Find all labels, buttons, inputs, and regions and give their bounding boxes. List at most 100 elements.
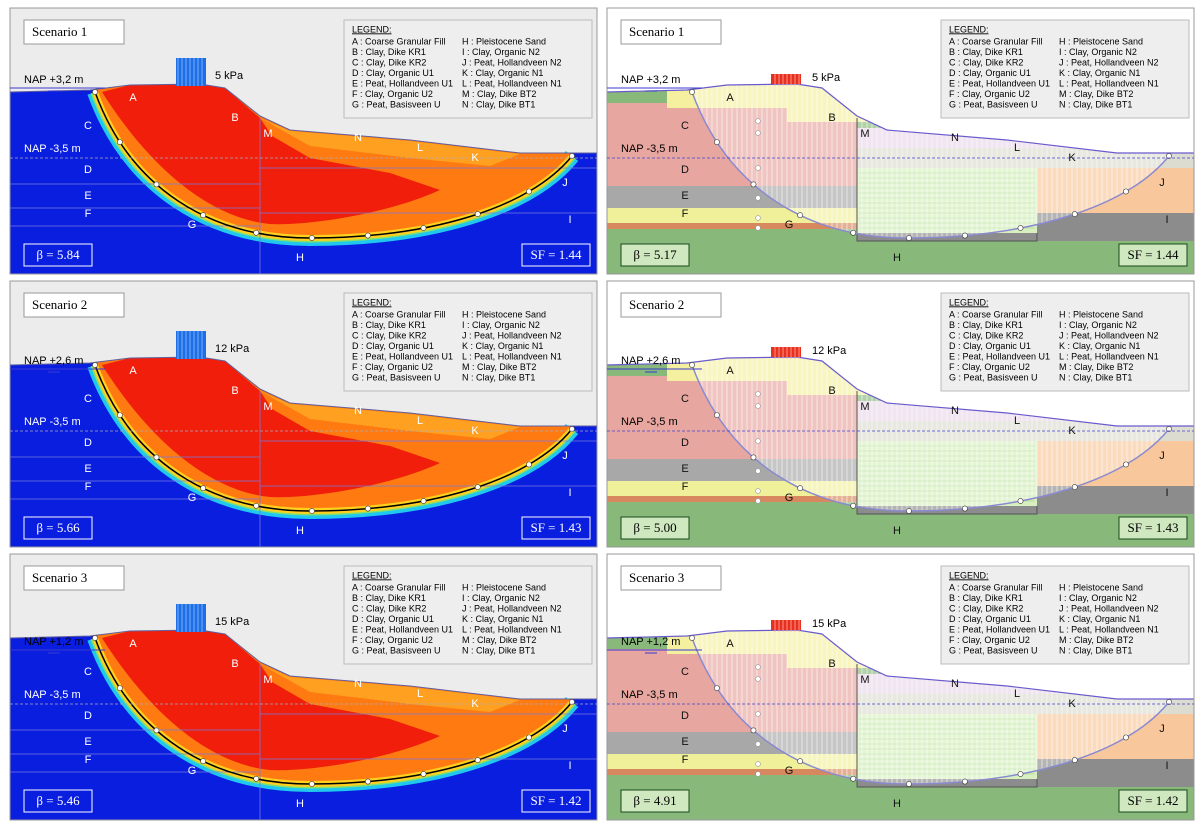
slip-point bbox=[117, 413, 122, 418]
layer-label: B bbox=[828, 385, 835, 397]
legend-item: D : Clay, Organic U1 bbox=[352, 341, 434, 351]
layer-label: D bbox=[681, 437, 689, 449]
legend-item: J : Peat, Hollandveen N2 bbox=[1059, 57, 1159, 67]
legend-item: H : Pleistocene Sand bbox=[1059, 582, 1143, 592]
scenario-title: Scenario 1 bbox=[629, 24, 684, 39]
slip-point bbox=[1018, 498, 1023, 503]
sf-value: SF = 1.42 bbox=[1127, 793, 1178, 808]
slip-point bbox=[365, 779, 370, 784]
layer-label: A bbox=[129, 638, 137, 650]
layer-label: G bbox=[188, 492, 197, 504]
legend-item: A : Coarse Granular Fill bbox=[352, 36, 446, 46]
panel-left: NAP +3,2 mNAP -3,5 m5 kPaABCDEFGHIJKLMNS… bbox=[10, 8, 597, 274]
scenario-title: Scenario 3 bbox=[32, 570, 87, 585]
layer-label: B bbox=[231, 385, 238, 397]
sf-value: SF = 1.43 bbox=[1127, 520, 1178, 535]
legend-item: A : Coarse Granular Fill bbox=[949, 36, 1043, 46]
layer-label: J bbox=[562, 723, 568, 735]
slice-point bbox=[756, 196, 761, 201]
slip-point bbox=[154, 728, 159, 733]
slip-point bbox=[1072, 211, 1077, 216]
legend-item: C : Clay, Dike KR2 bbox=[949, 603, 1023, 613]
legend-item: K : Clay, Organic N1 bbox=[1059, 341, 1140, 351]
slip-point bbox=[851, 230, 856, 235]
slice-point bbox=[756, 469, 761, 474]
legend-item: N : Clay, Dike BT1 bbox=[462, 99, 535, 109]
slice-point bbox=[756, 665, 761, 670]
beta-value: β = 5.00 bbox=[633, 520, 676, 535]
load-label: 5 kPa bbox=[812, 72, 841, 84]
legend-item: I : Clay, Organic N2 bbox=[462, 593, 540, 603]
legend-item: K : Clay, Organic N1 bbox=[462, 341, 543, 351]
legend-item: K : Clay, Organic N1 bbox=[1059, 68, 1140, 78]
legend-item: L : Peat, Hollandveen N1 bbox=[1059, 78, 1159, 88]
slice-point bbox=[756, 216, 761, 221]
sf-value: SF = 1.44 bbox=[530, 247, 582, 262]
layer-label: G bbox=[188, 219, 197, 231]
layer-label: D bbox=[84, 437, 92, 449]
slip-point bbox=[851, 776, 856, 781]
legend-item: G : Peat, Basisveen U bbox=[949, 372, 1038, 382]
layer-label: G bbox=[785, 765, 794, 777]
legend-item: L : Peat, Hollandveen N1 bbox=[462, 351, 562, 361]
legend-item: A : Coarse Granular Fill bbox=[949, 582, 1043, 592]
legend-item: M : Clay, Dike BT2 bbox=[1059, 362, 1133, 372]
layer-label: C bbox=[681, 393, 689, 405]
layer-label: H bbox=[296, 525, 304, 537]
slip-point bbox=[421, 498, 426, 503]
slip-point bbox=[851, 503, 856, 508]
legend-item: I : Clay, Organic N2 bbox=[1059, 320, 1137, 330]
layer-label: N bbox=[354, 678, 362, 690]
layer-label: I bbox=[568, 487, 571, 499]
legend-item: E : Peat, Hollandveen U1 bbox=[949, 624, 1050, 634]
layer-label: M bbox=[263, 674, 272, 686]
legend-item: L : Peat, Hollandveen N1 bbox=[462, 624, 562, 634]
legend-item: B : Clay, Dike KR1 bbox=[949, 47, 1023, 57]
layer-label: H bbox=[893, 525, 901, 537]
layer-label: K bbox=[471, 152, 479, 164]
legend-item: C : Clay, Dike KR2 bbox=[352, 57, 426, 67]
legend-item: E : Peat, Hollandveen U1 bbox=[352, 624, 453, 634]
legend-item: M : Clay, Dike BT2 bbox=[462, 635, 536, 645]
load-label: 15 kPa bbox=[812, 618, 847, 630]
slip-point bbox=[154, 182, 159, 187]
legend-title: LEGEND: bbox=[949, 570, 989, 580]
slip-point bbox=[962, 506, 967, 511]
slip-point bbox=[421, 771, 426, 776]
layer-label: A bbox=[726, 638, 734, 650]
nap-low-label: NAP -3,5 m bbox=[621, 143, 678, 155]
layer-label: G bbox=[785, 219, 794, 231]
nap-low-label: NAP -3,5 m bbox=[24, 689, 81, 701]
legend-item: M : Clay, Dike BT2 bbox=[1059, 635, 1133, 645]
slip-point bbox=[798, 213, 803, 218]
layer-label: E bbox=[681, 463, 688, 475]
layer-label: L bbox=[417, 142, 423, 154]
legend-item: H : Pleistocene Sand bbox=[462, 36, 546, 46]
slip-point bbox=[1072, 757, 1077, 762]
layer-label: N bbox=[951, 405, 959, 417]
legend-item: J : Peat, Hollandveen N2 bbox=[1059, 603, 1159, 613]
slice-point bbox=[756, 392, 761, 397]
legend-item: J : Peat, Hollandveen N2 bbox=[462, 57, 562, 67]
slip-point bbox=[906, 508, 911, 513]
legend-item: K : Clay, Organic N1 bbox=[462, 614, 543, 624]
legend-item: J : Peat, Hollandveen N2 bbox=[462, 330, 562, 340]
legend-item: F : Clay, Organic U2 bbox=[352, 89, 433, 99]
slip-point bbox=[689, 89, 694, 94]
legend-item: G : Peat, Basisveen U bbox=[352, 99, 441, 109]
slip-point bbox=[92, 89, 97, 94]
layer-label: G bbox=[785, 492, 794, 504]
legend-item: B : Clay, Dike KR1 bbox=[949, 593, 1023, 603]
legend-item: F : Clay, Organic U2 bbox=[949, 89, 1030, 99]
slip-point bbox=[526, 462, 531, 467]
slice-point bbox=[756, 762, 761, 767]
legend-item: D : Clay, Organic U1 bbox=[949, 68, 1031, 78]
nap-top-label: NAP +3,2 m bbox=[621, 74, 680, 86]
legend-item: G : Peat, Basisveen U bbox=[949, 645, 1038, 655]
slip-point bbox=[309, 508, 314, 513]
layer-label: H bbox=[893, 798, 901, 810]
legend-item: F : Clay, Organic U2 bbox=[949, 362, 1030, 372]
layer-label: D bbox=[84, 710, 92, 722]
slip-point bbox=[1123, 735, 1128, 740]
sf-value: SF = 1.43 bbox=[530, 520, 581, 535]
